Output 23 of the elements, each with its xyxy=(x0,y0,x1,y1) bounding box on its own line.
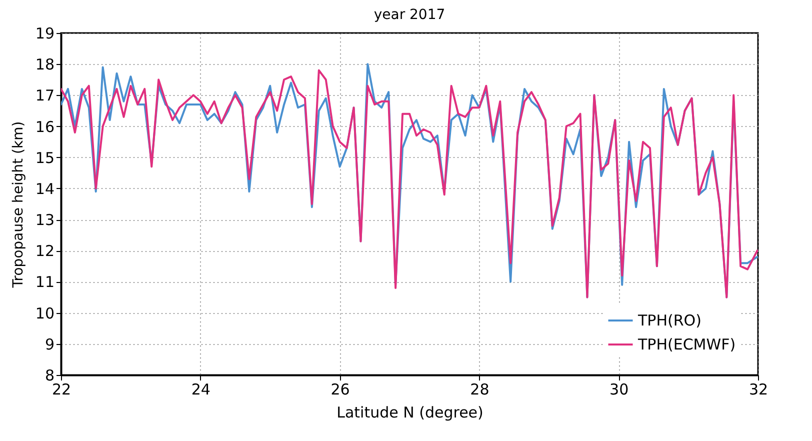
x-tick-label: 26 xyxy=(330,380,350,398)
y-tick-label: 13 xyxy=(35,211,54,230)
y-tick-label: 14 xyxy=(35,180,54,198)
y-tick-label: 19 xyxy=(35,24,54,42)
y-tick-label: 18 xyxy=(35,56,54,74)
x-tick-label: 22 xyxy=(52,380,72,398)
x-axis-title: Latitude N (degree) xyxy=(336,404,484,422)
x-tick-label: 32 xyxy=(748,380,768,398)
y-tick-label: 11 xyxy=(35,273,54,292)
y-tick-label: 17 xyxy=(35,86,54,105)
x-tick-label: 24 xyxy=(191,380,210,398)
y-tick-label: 16 xyxy=(35,118,54,136)
y-tick-label: 12 xyxy=(35,242,54,260)
chart-title: year 2017 xyxy=(374,7,446,23)
y-tick-label: 15 xyxy=(35,148,54,167)
x-tick-label: 28 xyxy=(470,380,490,398)
y-axis-title: Tropopause height (km) xyxy=(10,121,26,289)
x-tick-label: 30 xyxy=(610,380,629,398)
y-tick-label: 8 xyxy=(44,366,54,384)
y-tick-label: 9 xyxy=(44,335,54,354)
legend-label: TPH(ECMWF) xyxy=(637,336,736,354)
legend-label: TPH(RO) xyxy=(637,312,702,330)
y-tick-label: 10 xyxy=(35,304,54,322)
